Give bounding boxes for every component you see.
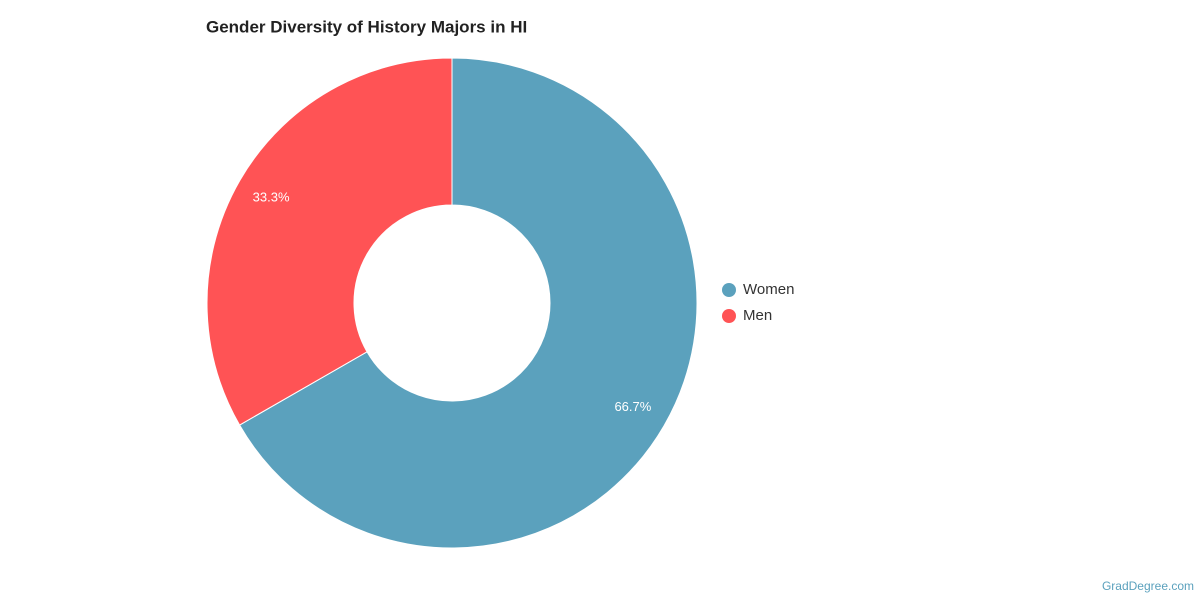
legend-label: Men xyxy=(743,307,772,324)
legend-label: Women xyxy=(743,281,794,298)
source-credit[interactable]: GradDegree.com xyxy=(1102,579,1194,593)
slice xyxy=(206,57,453,426)
legend-marker xyxy=(722,283,736,297)
slice xyxy=(238,57,698,549)
value-label: 66.7% xyxy=(614,399,651,414)
legend-marker xyxy=(722,309,736,323)
value-label: 33.3% xyxy=(253,190,290,205)
chart-title: Gender Diversity of History Majors in HI xyxy=(206,17,527,36)
